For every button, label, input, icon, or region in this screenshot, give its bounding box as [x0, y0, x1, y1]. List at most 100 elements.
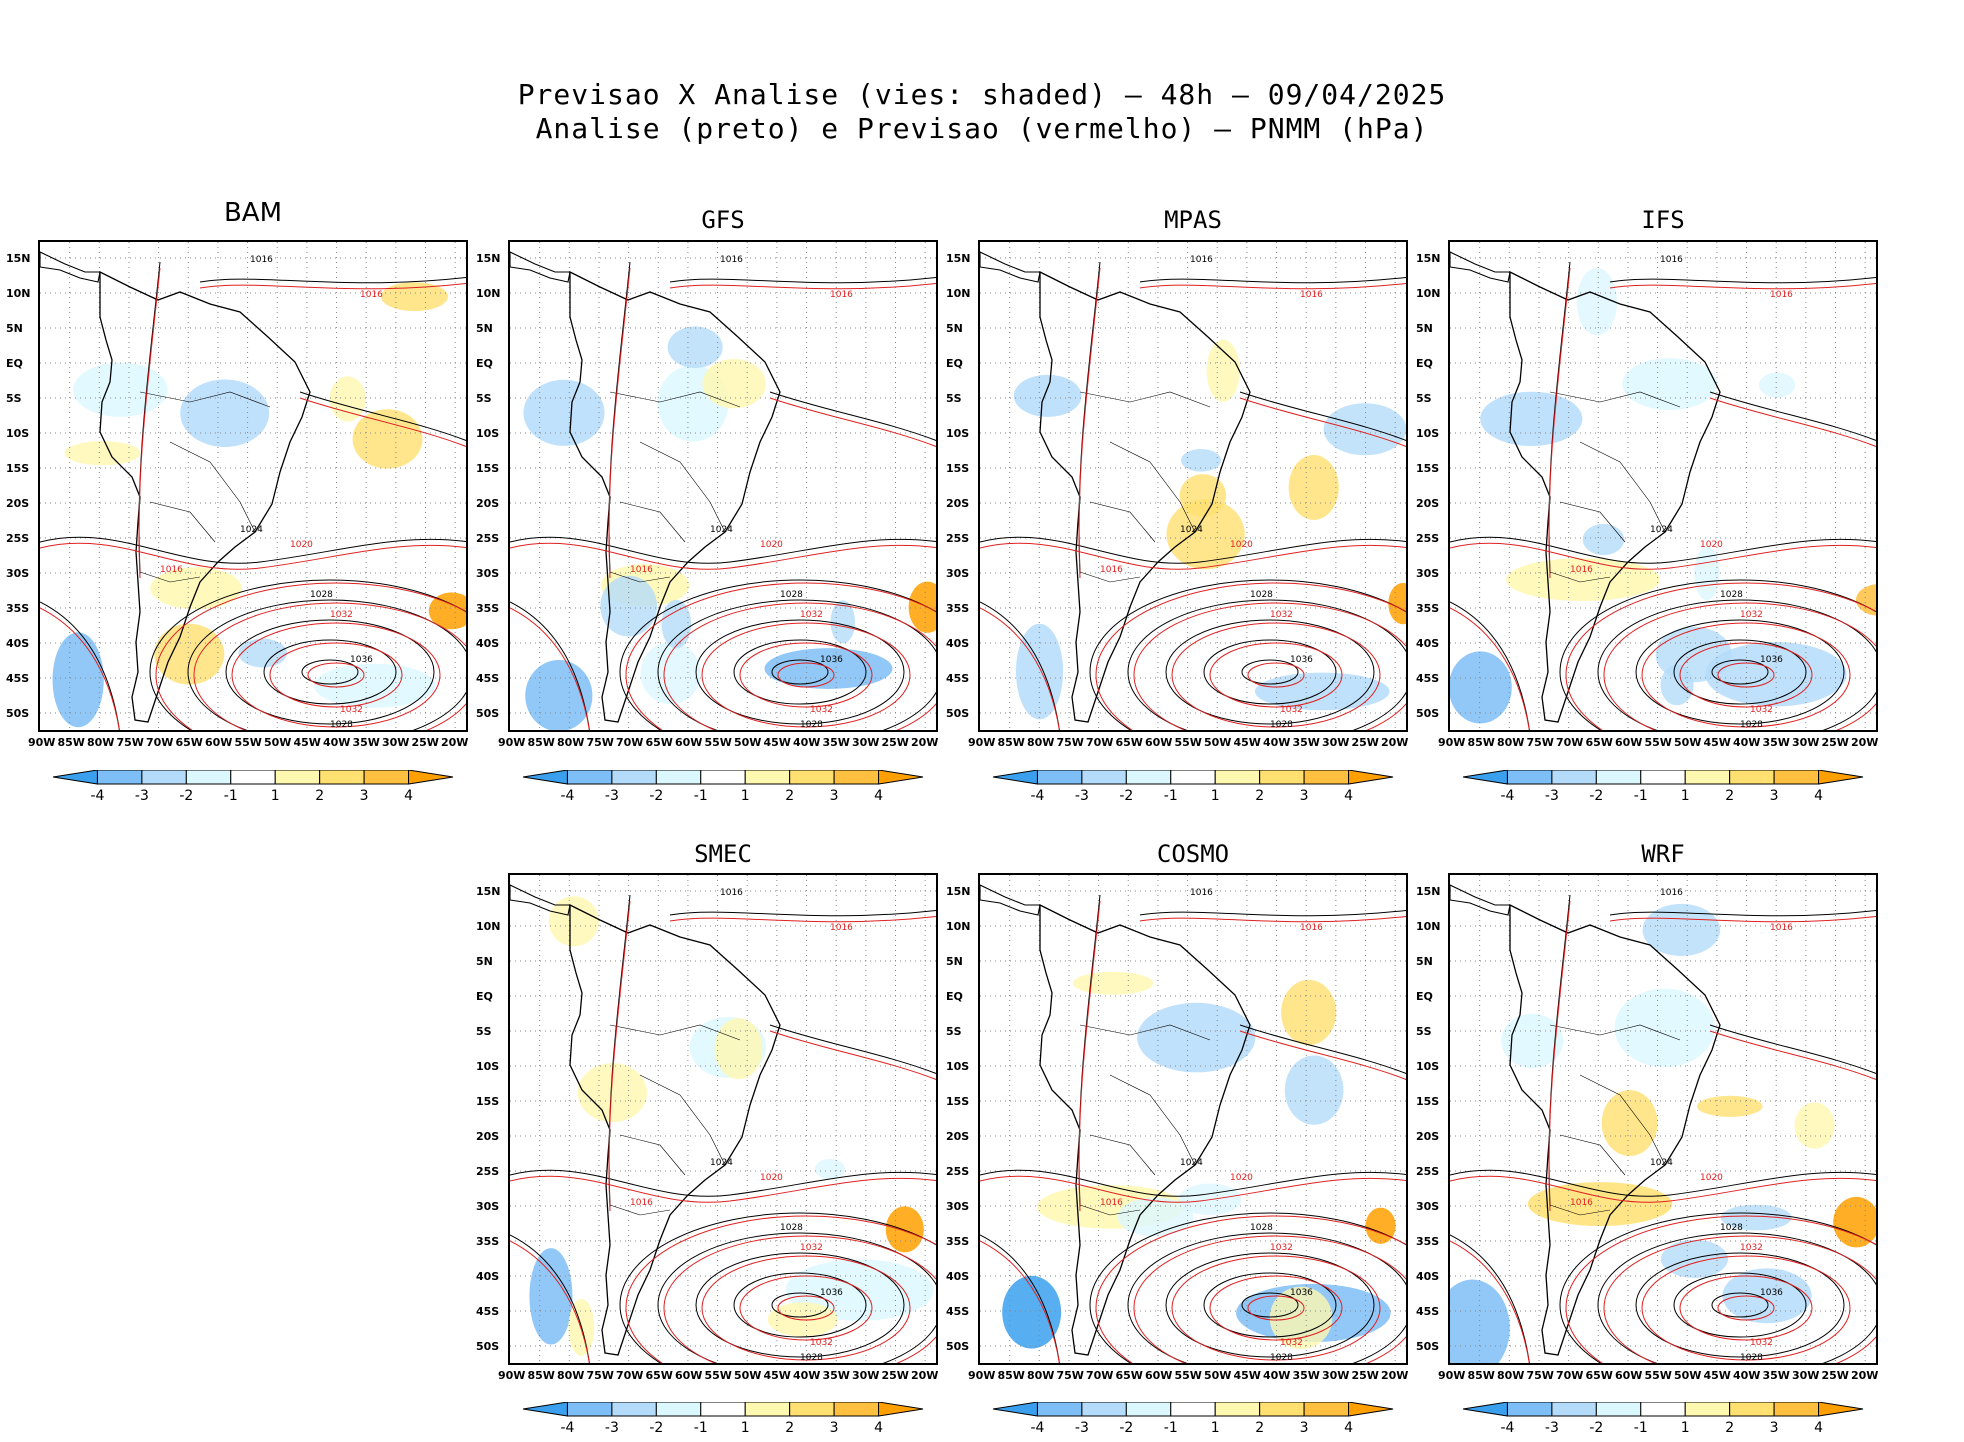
colorbar-tick: -2 [649, 1420, 663, 1436]
bias-blob [1288, 455, 1339, 520]
bias-blob [1281, 979, 1337, 1046]
bias-blob [1002, 1275, 1062, 1349]
colorbar-tick: -1 [1164, 788, 1178, 804]
lon-label: 70W [616, 736, 644, 749]
figure-title-line1: Previsao X Analise (vies: shaded) – 48h … [517, 78, 1447, 111]
colorbar-segment [52, 769, 98, 785]
colorbar-segment [566, 769, 613, 785]
lat-label: 10N [6, 287, 31, 300]
south-america-coastline [1039, 270, 1251, 723]
bias-blob [1091, 561, 1177, 604]
colorbar-tick: 4 [874, 1420, 883, 1436]
colorbar-tick: -1 [1634, 1420, 1648, 1436]
isobar-label: 1020 [290, 540, 313, 550]
lat-label: 20S [1416, 497, 1440, 510]
colorbar-tick: -1 [224, 788, 238, 804]
lat-label: 30S [6, 567, 30, 580]
lat-label: 45S [1416, 672, 1440, 685]
lat-label: 50S [6, 707, 30, 720]
bias-blob [1117, 1197, 1194, 1237]
bias-blob [1705, 642, 1847, 707]
isobar-label: 1028 [1740, 1353, 1763, 1363]
lon-label: 45W [1703, 1369, 1731, 1382]
bias-blob [1833, 1196, 1876, 1248]
lon-label: 60W [1145, 736, 1173, 749]
lat-label: 35S [6, 602, 30, 615]
colorbar-tick: 2 [785, 1420, 794, 1436]
colorbar-segment [1214, 1401, 1261, 1417]
lon-label: 75W [1526, 736, 1554, 749]
central-america-coastline [510, 251, 571, 283]
bias-blob [577, 1063, 648, 1123]
lon-label: 80W [557, 736, 585, 749]
lat-label: 30S [1416, 1200, 1440, 1213]
bias-blob [1758, 372, 1796, 398]
lat-label: 35S [946, 602, 970, 615]
colorbar-tick: 4 [404, 788, 413, 804]
lon-label: 40W [1263, 736, 1291, 749]
colorbar-segment [1506, 769, 1553, 785]
lat-lon-grid [1450, 242, 1876, 730]
lat-label: 15S [6, 462, 30, 475]
map-svg: 1016 1016 1024 1020 1028 1032 1036 1032 1028 1016 [980, 875, 1406, 1363]
isobar-label: 1016 [1300, 290, 1323, 300]
colorbar-segment [522, 769, 568, 785]
bias-blob [1013, 374, 1082, 417]
lat-label: 40S [1416, 637, 1440, 650]
lat-label: 35S [476, 1235, 500, 1248]
lat-label: 50S [1416, 1340, 1440, 1353]
analysis-isobars [510, 894, 936, 1363]
colorbar-segment [1640, 1401, 1686, 1417]
colorbar-segment [1729, 769, 1775, 785]
lat-label: 45S [946, 1305, 970, 1318]
bias-blob [314, 663, 436, 708]
bias-blob [1015, 623, 1064, 720]
isobar-label: 1016 [1190, 888, 1213, 898]
lat-label: 40S [476, 1270, 500, 1283]
isobar-label: 1028 [1250, 1223, 1273, 1233]
lat-label: 5N [946, 955, 963, 968]
lat-label: EQ [476, 990, 493, 1003]
colorbar-segment [1348, 1401, 1394, 1417]
analysis-isobars [40, 261, 466, 730]
isobar-label: 1016 [160, 565, 183, 575]
colorbar-tick: 3 [830, 788, 839, 804]
panel-title-wrf: WRF [1641, 840, 1685, 868]
isobar-label: 1016 [720, 255, 743, 265]
isobar-label: 1032 [1270, 610, 1293, 620]
country-borders [1549, 1024, 1681, 1216]
forecast-isobars [40, 267, 466, 730]
lon-label: 90W [28, 736, 56, 749]
isobar-label: 1020 [760, 540, 783, 550]
lon-label: 45W [763, 736, 791, 749]
isobar-label: 1032 [1750, 1338, 1773, 1348]
colorbar-tick: -2 [1119, 1420, 1133, 1436]
lon-label: 80W [557, 1369, 585, 1382]
lat-label: 25S [1416, 1165, 1440, 1178]
country-borders [609, 1024, 741, 1216]
isobar-label: 1032 [800, 1243, 823, 1253]
colorbar-tick: -1 [694, 788, 708, 804]
central-america-coastline [980, 251, 1041, 283]
colorbar-segment [1595, 1401, 1642, 1417]
isobar-label: 1028 [780, 590, 803, 600]
colorbar-segment [1818, 1401, 1864, 1417]
colorbar-segment [744, 1401, 791, 1417]
colorbar-segment [655, 769, 702, 785]
colorbar-segment [789, 769, 835, 785]
lat-label: 10N [476, 920, 501, 933]
bias-blob [1323, 403, 1406, 456]
colorbar-tick: 1 [1211, 1420, 1220, 1436]
lon-label: 85W [1467, 736, 1495, 749]
colorbar: -4 -3 -2 -1 1 2 3 4 [52, 769, 455, 810]
lon-label: 35W [822, 1369, 850, 1382]
colorbar-tick: -3 [1075, 1420, 1089, 1436]
map-svg: 1016 1016 1024 1020 1028 1032 1036 1032 1028 1016 [1450, 242, 1876, 730]
panel-title-cosmo: COSMO [1156, 840, 1230, 868]
colorbar-segment [1462, 1401, 1508, 1417]
map-panel-gfs: 1016 1016 1024 1020 1028 1032 1036 1032 1028 1016 [508, 240, 938, 732]
lat-label: 15S [476, 462, 500, 475]
lat-label: 15N [946, 252, 971, 265]
lat-label: 35S [476, 602, 500, 615]
panel-title-bam: BAM [223, 198, 283, 228]
